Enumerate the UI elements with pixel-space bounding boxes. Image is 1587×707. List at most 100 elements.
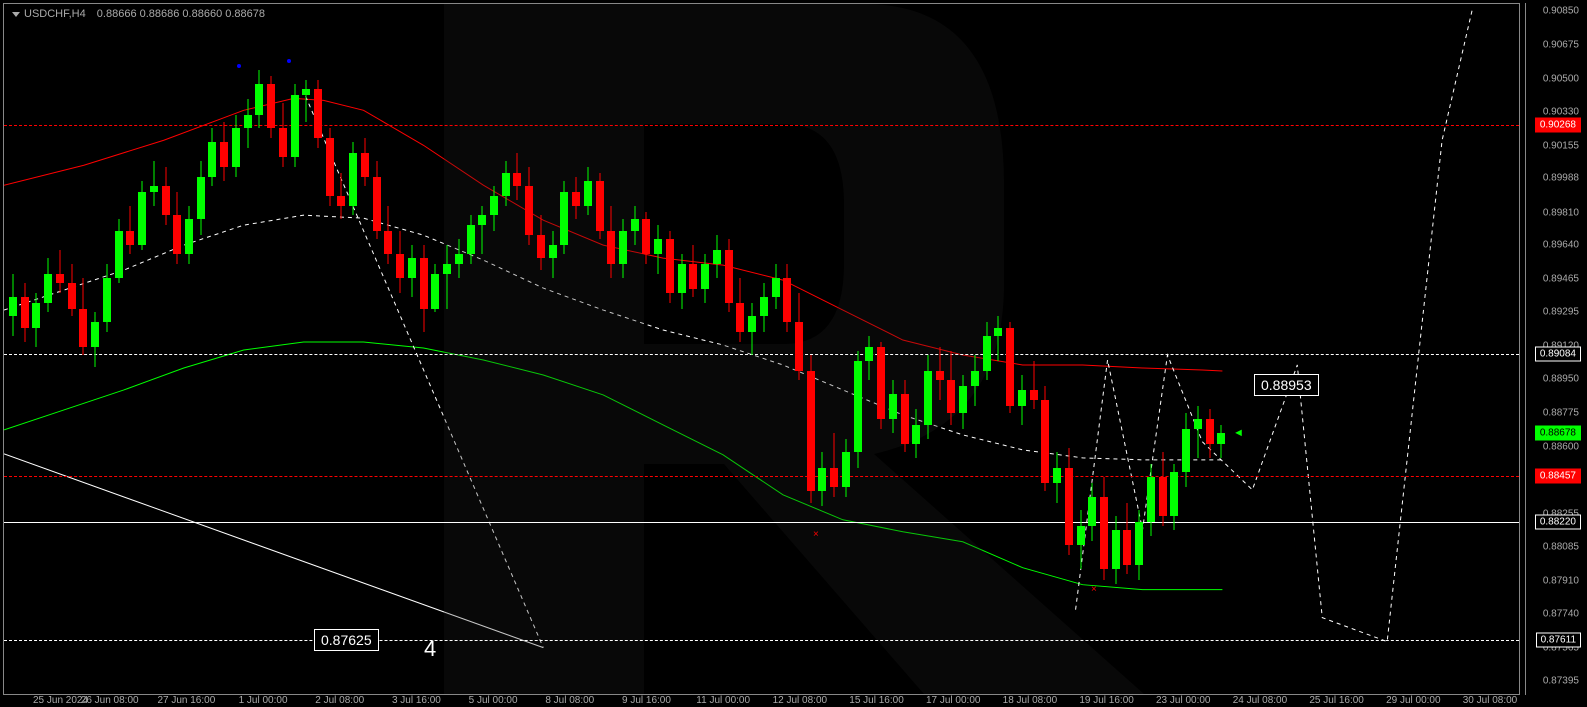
candle xyxy=(244,4,252,682)
y-tick-label: 0.90330 xyxy=(1543,106,1579,117)
x-axis: 25 Jun 202426 Jun 08:0027 Jun 16:001 Jul… xyxy=(3,693,1520,707)
candle xyxy=(443,4,451,682)
candle xyxy=(208,4,216,682)
candle xyxy=(44,4,52,682)
candle xyxy=(1112,4,1120,682)
candle xyxy=(701,4,709,682)
candle xyxy=(68,4,76,682)
candle xyxy=(631,4,639,682)
candle xyxy=(560,4,568,682)
x-tick-label: 15 Jul 16:00 xyxy=(849,695,904,706)
candle xyxy=(79,4,87,682)
candle xyxy=(1170,4,1178,682)
marker-x: × xyxy=(813,529,819,540)
candle xyxy=(537,4,545,682)
y-tick-label: 0.90850 xyxy=(1543,5,1579,16)
y-tick-label: 0.88085 xyxy=(1543,542,1579,553)
candle xyxy=(420,4,428,682)
candle xyxy=(467,4,475,682)
candle xyxy=(115,4,123,682)
price-annotation-box: 0.88953 xyxy=(1254,374,1319,396)
y-tick-label: 0.90500 xyxy=(1543,73,1579,84)
ohlc-label: 0.88666 0.88686 0.88660 0.88678 xyxy=(97,8,265,20)
candle xyxy=(830,4,838,682)
candle xyxy=(255,4,263,682)
price-level-label: 0.90268 xyxy=(1535,117,1581,132)
candle xyxy=(138,4,146,682)
candle xyxy=(971,4,979,682)
candle xyxy=(91,4,99,682)
candle xyxy=(478,4,486,682)
candle xyxy=(56,4,64,682)
marker-x: × xyxy=(1091,584,1097,595)
candle xyxy=(983,4,991,682)
candle xyxy=(502,4,510,682)
candle xyxy=(455,4,463,682)
candle xyxy=(572,4,580,682)
candle xyxy=(1147,4,1155,682)
y-tick-label: 0.90675 xyxy=(1543,39,1579,50)
candle xyxy=(642,4,650,682)
candle xyxy=(185,4,193,682)
candle xyxy=(924,4,932,682)
chart-title[interactable]: USDCHF,H4 0.88666 0.88686 0.88660 0.8867… xyxy=(12,8,265,20)
candle xyxy=(431,4,439,682)
x-tick-label: 18 Jul 08:00 xyxy=(1003,695,1058,706)
candle xyxy=(1100,4,1108,682)
symbol-label: USDCHF,H4 xyxy=(24,8,86,20)
x-tick-label: 24 Jul 08:00 xyxy=(1233,695,1288,706)
candle xyxy=(549,4,557,682)
candle xyxy=(725,4,733,682)
candle xyxy=(1159,4,1167,682)
candle xyxy=(1006,4,1014,682)
candle xyxy=(384,4,392,682)
candle xyxy=(818,4,826,682)
price-level-label: 0.88220 xyxy=(1535,514,1581,529)
candle xyxy=(525,4,533,682)
candle xyxy=(654,4,662,682)
price-level-label: 0.87611 xyxy=(1536,633,1581,648)
candle xyxy=(150,4,158,682)
candle xyxy=(1030,4,1038,682)
candle xyxy=(912,4,920,682)
candle xyxy=(842,4,850,682)
chart-container[interactable]: USDCHF,H4 0.88666 0.88686 0.88660 0.8867… xyxy=(3,3,1520,695)
x-tick-label: 29 Jul 00:00 xyxy=(1386,695,1441,706)
candle xyxy=(32,4,40,682)
x-tick-label: 17 Jul 00:00 xyxy=(926,695,981,706)
price-annotation-box: 0.87625 xyxy=(314,629,379,651)
candle xyxy=(760,4,768,682)
candle xyxy=(396,4,404,682)
candle xyxy=(162,4,170,682)
candle xyxy=(1135,4,1143,682)
y-tick-label: 0.87740 xyxy=(1543,609,1579,620)
candle xyxy=(795,4,803,682)
candle xyxy=(326,4,334,682)
y-tick-label: 0.89640 xyxy=(1543,240,1579,251)
candle xyxy=(713,4,721,682)
candle xyxy=(936,4,944,682)
current-price-marker: ◄ xyxy=(1233,427,1244,439)
candle xyxy=(232,4,240,682)
candle xyxy=(103,4,111,682)
candle xyxy=(291,4,299,682)
marker-dot xyxy=(237,64,241,68)
candle xyxy=(889,4,897,682)
candle xyxy=(689,4,697,682)
candle xyxy=(666,4,674,682)
candle xyxy=(1018,4,1026,682)
candle xyxy=(1065,4,1073,682)
candle xyxy=(408,4,416,682)
y-tick-label: 0.88950 xyxy=(1543,374,1579,385)
candle xyxy=(772,4,780,682)
candle xyxy=(173,4,181,682)
price-level-label: 0.89084 xyxy=(1535,347,1581,362)
x-tick-label: 27 Jun 16:00 xyxy=(157,695,215,706)
candle xyxy=(619,4,627,682)
candle xyxy=(337,4,345,682)
y-tick-label: 0.90155 xyxy=(1543,140,1579,151)
candle xyxy=(279,4,287,682)
candle xyxy=(197,4,205,682)
x-tick-label: 9 Jul 16:00 xyxy=(622,695,671,706)
candle xyxy=(361,4,369,682)
